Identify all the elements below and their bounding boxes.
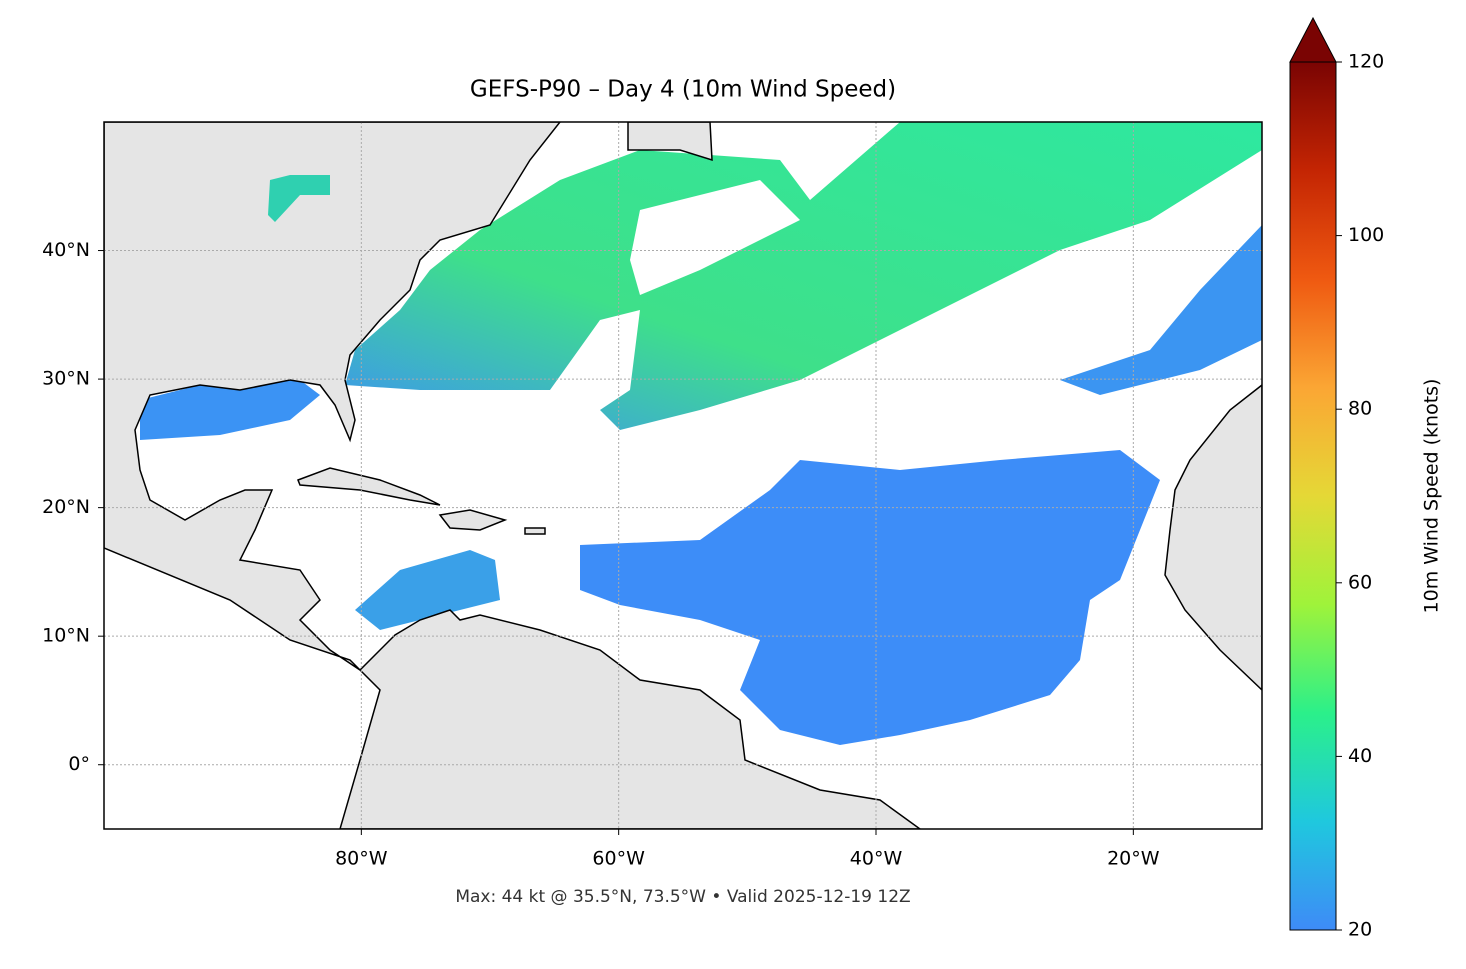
cuba (297, 467, 441, 506)
land (104, 122, 1262, 829)
map-area (104, 122, 1262, 829)
colorbar-tick-label: 40 (1348, 745, 1372, 767)
colorbar-tick-label: 100 (1348, 224, 1384, 246)
great-lakes (268, 175, 330, 222)
calm-region (630, 180, 800, 295)
y-tick-label: 0° (68, 753, 90, 775)
colorbar-extend (1289, 16, 1337, 63)
colorbar-tick-label: 60 (1348, 571, 1372, 593)
y-tick-label: 20°N (42, 496, 90, 518)
y-tick-label: 10°N (42, 625, 90, 647)
x-tick-label: 80°W (335, 848, 388, 870)
map-title: GEFS-P90 – Day 4 (10m Wind Speed) (470, 77, 896, 103)
colorbar-label: 10m Wind Speed (knots) (1421, 379, 1443, 614)
wind-region (355, 550, 500, 630)
x-tick-label: 60°W (592, 848, 645, 870)
footer-note: Max: 44 kt @ 35.5°N, 73.5°W • Valid 2025… (455, 887, 910, 907)
wind-region (1060, 225, 1262, 395)
hispaniola (438, 509, 508, 531)
americas (104, 122, 922, 829)
africa (1164, 384, 1262, 692)
x-tick-label: 20°W (1107, 848, 1160, 870)
colorbar (1289, 61, 1337, 931)
x-tick-label: 40°W (850, 848, 903, 870)
colorbar-tick-label: 80 (1348, 398, 1372, 420)
newfoundland (627, 122, 713, 162)
wind-region (140, 380, 320, 440)
colorbar-tick-label: 120 (1348, 51, 1384, 73)
wind-region (580, 450, 1160, 745)
y-tick-label: 40°N (42, 239, 90, 261)
y-tick-label: 30°N (42, 368, 90, 390)
puerto-rico (524, 527, 546, 535)
colorbar-tick-label: 20 (1348, 919, 1372, 941)
map-frame (103, 121, 1263, 830)
wind-region (345, 122, 1262, 430)
